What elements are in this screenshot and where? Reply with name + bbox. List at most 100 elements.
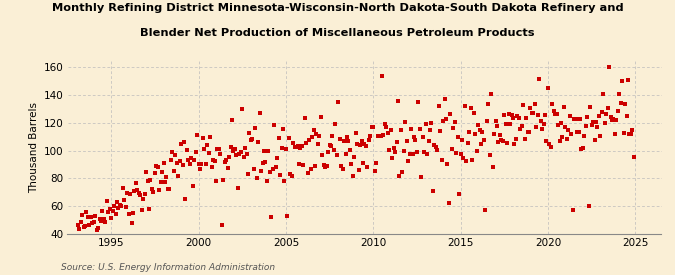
Point	[221, 158, 232, 162]
Point	[250, 126, 261, 130]
Point	[563, 128, 574, 132]
Point	[414, 126, 425, 131]
Point	[157, 170, 167, 175]
Point	[153, 165, 163, 169]
Point	[514, 116, 524, 120]
Point	[502, 141, 512, 145]
Point	[228, 148, 239, 153]
Point	[140, 170, 151, 174]
Point	[393, 99, 404, 103]
Point	[614, 92, 624, 96]
Point	[222, 166, 233, 170]
Point	[362, 165, 373, 170]
Point	[129, 189, 140, 193]
Point	[579, 133, 590, 138]
Point	[556, 121, 566, 125]
Point	[557, 134, 568, 139]
Point	[105, 207, 115, 211]
Point	[122, 191, 132, 195]
Point	[358, 161, 369, 166]
Point	[120, 204, 131, 209]
Point	[289, 144, 300, 149]
Point	[533, 112, 543, 117]
Point	[320, 165, 331, 169]
Point	[207, 165, 217, 169]
Point	[339, 139, 350, 143]
Point	[101, 199, 112, 203]
Point	[427, 189, 438, 193]
Point	[516, 124, 527, 129]
Point	[601, 112, 612, 116]
Point	[314, 134, 325, 139]
Point	[300, 116, 310, 120]
Point	[406, 127, 416, 131]
Point	[467, 158, 478, 162]
Point	[468, 111, 479, 115]
Point	[443, 201, 454, 205]
Point	[394, 174, 405, 179]
Point	[374, 134, 385, 138]
Point	[418, 149, 429, 154]
Point	[139, 192, 150, 196]
Point	[223, 155, 234, 159]
Point	[372, 134, 383, 139]
Point	[621, 114, 632, 118]
Point	[225, 144, 236, 149]
Point	[573, 130, 584, 134]
Point	[617, 79, 628, 83]
Point	[84, 223, 95, 227]
Point	[310, 164, 321, 168]
Point	[315, 115, 326, 119]
Point	[608, 117, 619, 121]
Point	[132, 188, 143, 192]
Point	[244, 130, 255, 135]
Point	[272, 156, 283, 160]
Point	[558, 104, 569, 109]
Point	[330, 122, 341, 127]
Point	[580, 124, 591, 129]
Point	[334, 137, 345, 141]
Point	[135, 192, 146, 197]
Point	[215, 152, 225, 156]
Point	[576, 147, 587, 151]
Point	[319, 163, 329, 167]
Point	[500, 122, 511, 126]
Point	[97, 209, 108, 214]
Point	[534, 76, 545, 81]
Point	[627, 128, 638, 132]
Point	[160, 180, 171, 184]
Point	[566, 132, 576, 136]
Point	[119, 198, 130, 202]
Point	[562, 137, 572, 141]
Point	[618, 131, 629, 136]
Point	[570, 117, 581, 121]
Point	[474, 128, 485, 132]
Point	[246, 138, 256, 142]
Point	[92, 226, 103, 230]
Point	[263, 149, 274, 154]
Point	[279, 179, 290, 183]
Point	[116, 204, 127, 208]
Point	[499, 113, 510, 117]
Point	[335, 163, 346, 168]
Point	[199, 147, 210, 151]
Point	[603, 65, 614, 70]
Point	[313, 142, 323, 146]
Point	[88, 220, 99, 224]
Point	[130, 181, 141, 185]
Text: Source: U.S. Energy Information Administration: Source: U.S. Energy Information Administ…	[61, 263, 275, 272]
Point	[163, 187, 173, 191]
Point	[436, 158, 447, 163]
Point	[567, 208, 578, 212]
Point	[585, 105, 595, 109]
Point	[227, 118, 238, 122]
Point	[626, 132, 637, 136]
Point	[117, 186, 128, 191]
Point	[107, 209, 118, 213]
Point	[161, 175, 172, 179]
Point	[586, 123, 597, 127]
Point	[572, 130, 583, 135]
Point	[232, 186, 243, 190]
Point	[537, 126, 547, 131]
Point	[194, 167, 205, 172]
